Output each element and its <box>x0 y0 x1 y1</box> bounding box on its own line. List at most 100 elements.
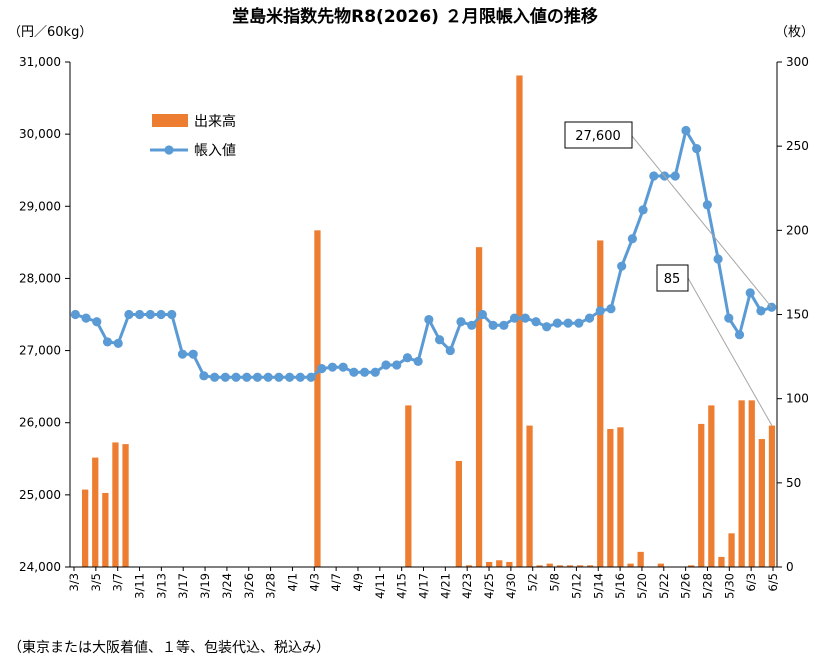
left-axis-tick-label: 29,000 <box>19 199 61 213</box>
callout-leader-price <box>631 135 773 308</box>
settlement-price-point <box>359 367 370 377</box>
settlement-price-point <box>199 371 209 381</box>
settlement-price-point <box>542 322 552 332</box>
settlement-price-point <box>584 313 595 323</box>
volume-bar <box>607 428 614 567</box>
settlement-price-point <box>456 317 466 327</box>
left-axis-tick-label: 31,000 <box>19 55 61 69</box>
settlement-price-point <box>220 372 230 382</box>
x-axis-tick-label: 5/30 <box>722 573 736 599</box>
x-axis-tick-label: 3/13 <box>154 573 168 599</box>
volume-bar <box>718 556 725 567</box>
volume-bar <box>728 533 735 567</box>
x-axis-tick-label: 4/3 <box>307 573 321 592</box>
legend-label-price: 帳入値 <box>194 143 236 159</box>
x-axis-tick-label: 4/30 <box>504 573 518 599</box>
settlement-price-point <box>702 200 712 210</box>
volume-bar <box>526 425 533 567</box>
settlement-price-point <box>156 309 166 320</box>
callout-leader-volume <box>687 277 773 426</box>
x-axis-tick-label: 5/14 <box>591 573 605 599</box>
settlement-price-point <box>145 309 155 320</box>
settlement-price-point <box>434 335 445 345</box>
plot-area: 24,000 25,000 26,000 27,000 28,000 29,000 30,0… <box>19 55 809 599</box>
x-axis-tick-label: 6/5 <box>766 573 780 592</box>
settlement-price-point <box>317 364 327 374</box>
x-axis-tick-label: 5/12 <box>569 573 583 599</box>
settlement-price-point <box>681 125 691 136</box>
x-axis-tick-label: 5/28 <box>700 573 714 599</box>
left-axis-tick-label: 24,000 <box>19 560 61 574</box>
x-axis-tick-label: 3/11 <box>133 573 147 599</box>
x-axis-tick-label: 3/17 <box>176 573 190 599</box>
settlement-price-point <box>724 313 734 323</box>
settlement-price-point <box>274 372 284 382</box>
x-axis-tick-label: 4/9 <box>351 573 365 592</box>
volume-bar <box>708 405 715 567</box>
settlement-price-point <box>488 320 498 330</box>
settlement-price-point <box>638 205 648 215</box>
settlement-price-point <box>306 372 316 382</box>
settlement-price-point <box>520 313 530 323</box>
settlement-price-point <box>627 234 637 244</box>
settlement-price-point <box>509 313 520 323</box>
right-axis-tick-label: 100 <box>786 392 809 406</box>
x-axis-tick-label: 4/23 <box>460 573 474 599</box>
settlement-price-point <box>81 313 91 323</box>
settlement-price-point <box>595 306 605 316</box>
chart-footnote: （東京または大阪着値、１等、包装代込、税込み） <box>8 639 330 656</box>
settlement-price-point <box>692 143 702 154</box>
x-axis-tick-label: 5/20 <box>635 573 649 599</box>
x-axis-tick-label: 4/25 <box>482 573 496 599</box>
settlement-price-point <box>467 320 477 330</box>
left-axis-tick-label: 25,000 <box>19 488 61 502</box>
volume-bar <box>465 565 473 567</box>
x-axis-tick-label: 3/7 <box>111 573 125 592</box>
left-axis-tick-label: 28,000 <box>19 271 61 285</box>
settlement-price-point <box>552 318 563 328</box>
settlement-price-point <box>445 345 455 356</box>
settlement-price-point <box>402 353 413 363</box>
settlement-price-point <box>124 309 134 320</box>
x-axis-tick-label: 4/11 <box>373 573 387 599</box>
volume-bar <box>738 400 745 567</box>
settlement-price-point <box>327 362 338 372</box>
settlement-price-point <box>295 372 305 382</box>
volume-bar <box>587 565 594 567</box>
x-axis-tick-label: 3/26 <box>242 573 256 599</box>
volume-bar <box>486 561 493 567</box>
left-axis-unit: （円／60kg） <box>8 25 92 40</box>
legend-label-volume: 出来高 <box>194 113 236 130</box>
right-axis-tick-label: 0 <box>786 560 794 574</box>
settlement-price-point <box>242 372 252 382</box>
volume-bar <box>546 563 553 567</box>
volume-bar <box>597 240 604 567</box>
settlement-price-point <box>499 320 509 330</box>
settlement-price-point <box>574 318 584 328</box>
settlement-price-point <box>210 372 220 382</box>
legend-swatch-price-marker <box>164 145 174 155</box>
x-axis-tick-label: 4/7 <box>329 573 343 592</box>
x-axis-tick-label: 3/3 <box>67 573 81 592</box>
settlement-price-point <box>177 349 188 359</box>
settlement-price-point <box>531 317 541 327</box>
settlement-price-point <box>563 318 573 328</box>
volume-bar <box>475 247 483 567</box>
volume-bar <box>617 427 624 567</box>
settlement-price-point <box>381 360 391 370</box>
right-axis-tick-label: 200 <box>786 223 809 237</box>
settlement-price-point <box>424 314 434 325</box>
settlement-price-point <box>370 367 380 377</box>
settlement-price-point <box>284 372 295 382</box>
x-axis-tick-label: 4/15 <box>395 573 409 599</box>
x-axis-tick-label: 4/1 <box>285 573 299 592</box>
volume-bar <box>698 423 705 567</box>
settlement-price-point <box>477 309 488 320</box>
volume-bar <box>102 492 109 567</box>
volume-bar <box>556 565 563 567</box>
volume-bar <box>92 457 99 567</box>
volume-bar <box>688 565 695 567</box>
left-axis-tick-label: 26,000 <box>19 416 61 430</box>
